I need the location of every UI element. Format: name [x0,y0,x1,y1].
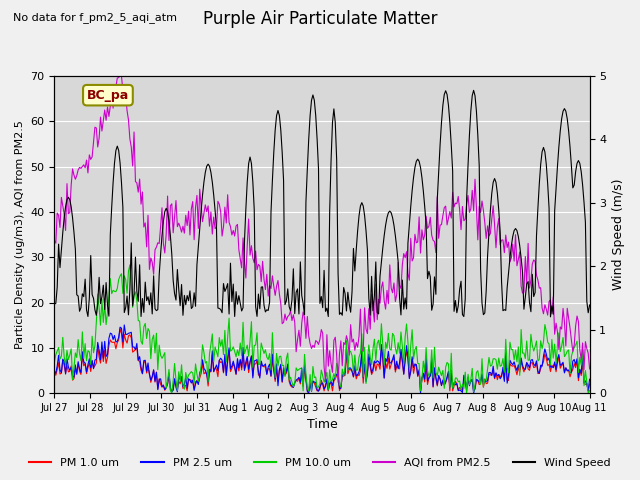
Text: BC_pa: BC_pa [87,89,129,102]
Text: No data for f_pm2_5_aqi_atm: No data for f_pm2_5_aqi_atm [13,12,177,23]
Y-axis label: Wind Speed (m/s): Wind Speed (m/s) [612,179,625,290]
Legend: PM 1.0 um, PM 2.5 um, PM 10.0 um, AQI from PM2.5, Wind Speed: PM 1.0 um, PM 2.5 um, PM 10.0 um, AQI fr… [25,453,615,472]
X-axis label: Time: Time [307,419,337,432]
Y-axis label: Particle Density (ug/m3), AQI from PM2.5: Particle Density (ug/m3), AQI from PM2.5 [15,120,25,349]
Text: Purple Air Particulate Matter: Purple Air Particulate Matter [203,10,437,28]
